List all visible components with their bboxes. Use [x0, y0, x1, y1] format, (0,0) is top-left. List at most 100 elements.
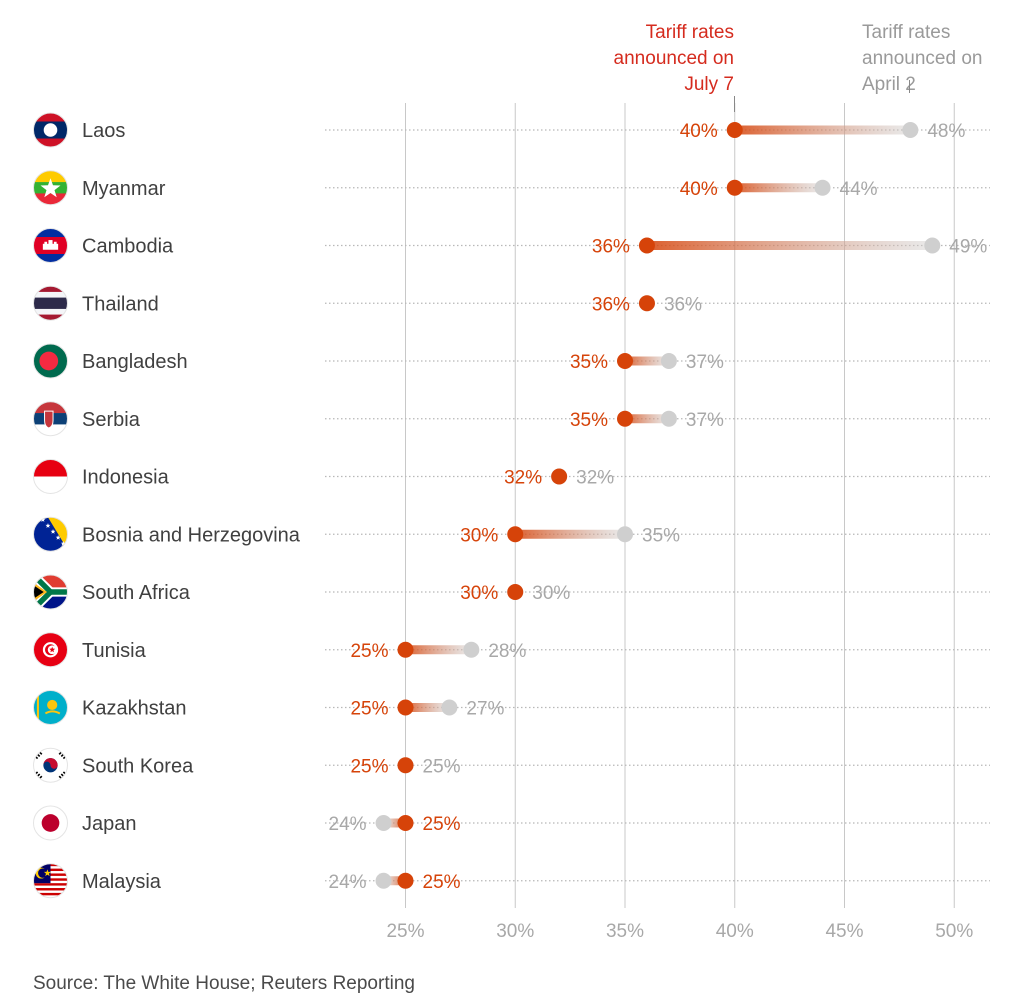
flag-outline [33, 459, 68, 494]
country-label: South Africa [82, 582, 191, 604]
april2-dot [375, 872, 392, 889]
april2-dot [924, 237, 941, 254]
april2-value-label: 49% [949, 237, 987, 258]
july7-value-label: 25% [350, 641, 388, 662]
row-malaysia: Malaysia 25% 24% [33, 863, 461, 899]
tunisia-flag-icon [33, 632, 68, 667]
april2-value-label: 30% [532, 583, 570, 604]
july7-dot [397, 815, 414, 831]
row-tunisia: Tunisia 25% 28% [33, 632, 526, 668]
april2-dot [660, 410, 677, 427]
april2-value-label: 24% [329, 872, 367, 893]
july7-dot [638, 295, 655, 312]
gridlines [405, 103, 955, 908]
legend-july7-line: announced on [614, 48, 734, 69]
row-serbia: Serbia 35% 37% [33, 401, 724, 437]
july7-value-label: 35% [570, 410, 608, 431]
myanmar-flag-icon [33, 170, 68, 205]
country-label: Thailand [82, 293, 159, 315]
april2-value-label: 28% [488, 641, 526, 662]
april2-dot [902, 122, 919, 138]
flag-outline [33, 805, 68, 841]
x-tick-label: 40% [716, 921, 754, 942]
legend-july7-line: July 7 [684, 74, 734, 95]
data-rows: Laos 40% 48% Myanmar 40% 44% Cambodia 36% 49% Tha… [33, 112, 987, 899]
july7-value-label: 30% [460, 525, 498, 546]
april2-value-label: 36% [664, 294, 702, 315]
x-axis: 25% 30% 35% 40% 45% 50% [386, 921, 973, 942]
row-myanmar: Myanmar 40% 44% [33, 170, 878, 206]
row-thailand: Thailand 36% 36% [33, 285, 702, 321]
flag-outline [33, 747, 68, 783]
legend-july7: Tariff rates announced on July 7 [614, 22, 734, 95]
indonesia-flag-icon [33, 459, 68, 494]
july7-dot [507, 526, 524, 543]
july7-dot [397, 699, 414, 716]
serbia-flag-icon [33, 401, 68, 436]
flag-outline [33, 112, 68, 148]
april2-dot [617, 526, 633, 543]
july7-dot [638, 237, 655, 254]
flag-outline [33, 228, 68, 263]
july7-dot [397, 641, 414, 658]
row-bosnia-and-herzegovina: Bosnia and Herzegovina 30% 35% [33, 516, 680, 552]
july7-dot [507, 584, 524, 600]
bangladesh-flag-icon [33, 344, 68, 378]
legend-april2: Tariff rates announced on April 2 [862, 22, 982, 95]
april2-value-label: 44% [840, 179, 878, 200]
july7-dot [726, 179, 743, 196]
row-south-korea: South Korea 25% 25% [33, 747, 461, 783]
flag-outline [33, 574, 68, 610]
country-label: Bosnia and Herzegovina [82, 524, 301, 546]
july7-value-label: 32% [504, 468, 542, 489]
south-africa-flag-icon [33, 575, 68, 609]
row-laos: Laos 40% 48% [33, 112, 965, 148]
april2-value-label: 37% [686, 352, 724, 373]
july7-dot [397, 872, 414, 889]
july7-dot [397, 757, 414, 774]
x-tick-label: 50% [935, 921, 973, 942]
row-bangladesh: Bangladesh 35% 37% [33, 343, 724, 379]
april2-value-label: 37% [686, 410, 724, 431]
april2-value-label: 48% [927, 121, 965, 142]
july7-value-label: 35% [570, 352, 608, 373]
july7-value-label: 25% [423, 872, 461, 893]
country-label: Japan [82, 813, 137, 835]
x-tick-label: 45% [825, 921, 863, 942]
july7-dot [617, 353, 633, 369]
july7-value-label: 36% [592, 237, 630, 258]
country-label: Bangladesh [82, 351, 188, 373]
flag-outline [33, 516, 68, 552]
july7-value-label: 25% [350, 699, 388, 720]
july7-value-label: 40% [680, 121, 718, 142]
source-note: Source: The White House; Reuters Reporti… [33, 973, 415, 994]
july7-value-label: 30% [460, 583, 498, 604]
laos-flag-icon [33, 113, 68, 147]
july7-dot [551, 468, 568, 485]
bosnia-flag-icon [33, 517, 68, 552]
x-tick-label: 35% [606, 921, 644, 942]
april2-dot [463, 641, 480, 658]
legend-july7-line: Tariff rates [646, 22, 734, 43]
flag-outline [33, 863, 68, 899]
flag-outline [33, 401, 68, 437]
april2-dot [660, 353, 677, 369]
thailand-flag-icon [33, 286, 68, 321]
april2-value-label: 27% [466, 699, 504, 720]
row-indonesia: Indonesia 32% 32% [33, 459, 614, 494]
july7-dot [617, 410, 633, 427]
row-kazakhstan: Kazakhstan 25% 27% [33, 690, 505, 725]
flag-outline [33, 632, 68, 668]
legend-april2-line: announced on [862, 48, 982, 69]
japan-flag-icon [33, 806, 68, 840]
april2-dot [441, 699, 458, 716]
x-tick-label: 25% [386, 921, 424, 942]
kazakhstan-flag-icon [33, 690, 68, 725]
country-label: Laos [82, 120, 125, 142]
row-japan: Japan 25% 24% [33, 805, 461, 841]
country-label: Malaysia [82, 871, 162, 893]
flag-outline [33, 170, 68, 206]
country-label: Kazakhstan [82, 698, 187, 720]
april2-dot [375, 815, 392, 831]
